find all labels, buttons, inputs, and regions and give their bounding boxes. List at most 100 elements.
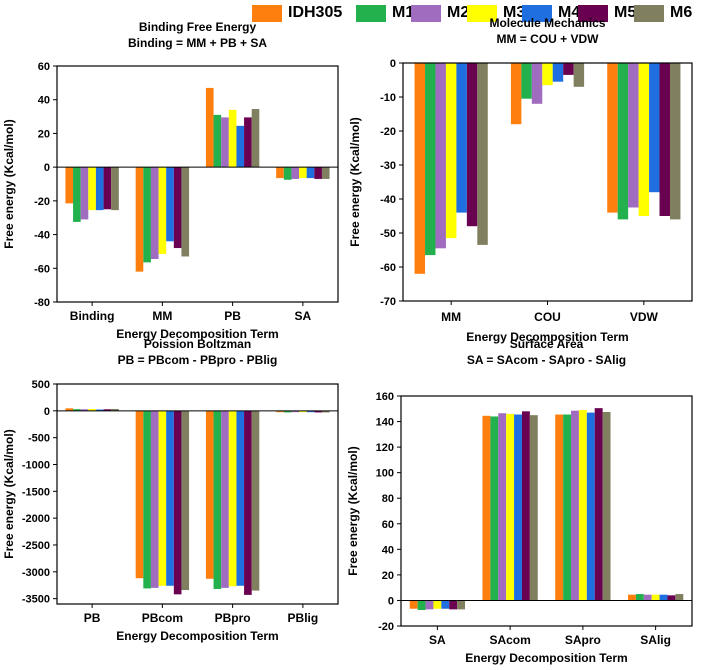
- x-tick-label: PBcom: [142, 611, 183, 625]
- legend-label: M3: [503, 4, 526, 21]
- x-tick-label: SA: [295, 309, 312, 323]
- legend-label: M5: [614, 4, 637, 21]
- x-tick-label: COU: [534, 310, 561, 324]
- y-tick-label: 160: [376, 391, 394, 403]
- bar-idh305: [510, 63, 522, 125]
- y-tick-label: 140: [376, 417, 394, 429]
- bar-m1: [143, 167, 151, 263]
- y-tick-label: -20: [380, 126, 396, 138]
- bar-m4: [552, 63, 564, 82]
- x-tick-label: Binding: [70, 309, 115, 323]
- y-axis-label: Free energy (Kcal/mol): [2, 119, 16, 248]
- y-tick-label: 120: [376, 442, 394, 454]
- bar-m6: [675, 594, 684, 601]
- bar-m3: [638, 63, 650, 216]
- bar-m1: [521, 63, 532, 99]
- y-tick-label: 0: [388, 595, 394, 607]
- plot-frame: [56, 383, 339, 605]
- x-tick-label: PBlig: [288, 611, 319, 625]
- bar-m6: [321, 410, 330, 413]
- bar-idh305: [276, 167, 284, 179]
- legend-label: M1: [392, 4, 415, 21]
- y-tick-label: -30: [380, 160, 396, 172]
- chart-panel-1: Binding Free Energy Binding = MM + PB + S…: [2, 20, 339, 341]
- bar-m1: [563, 414, 572, 601]
- legend-swatch: [634, 4, 664, 22]
- bar-m6: [602, 411, 611, 601]
- bar-m6: [573, 63, 585, 87]
- legend-swatch: [578, 4, 608, 22]
- chart-subtitle: SA = SAcom - SApro - SAlig: [467, 353, 626, 367]
- bar-idh305: [627, 594, 636, 601]
- legend-swatch: [356, 4, 386, 22]
- plot-frame: [56, 65, 339, 303]
- chart-title: Poission Boltzman: [144, 337, 251, 351]
- bar-m2: [435, 63, 446, 249]
- legend-label: M6: [670, 4, 693, 21]
- bar-m2: [221, 410, 229, 588]
- legend-swatch: [252, 4, 282, 22]
- y-tick-label: -40: [380, 194, 396, 206]
- bar-idh305: [135, 167, 144, 272]
- x-tick-label: SA: [429, 633, 446, 647]
- bar-m4: [95, 409, 104, 411]
- y-tick-label: 60: [382, 519, 394, 531]
- bar-m5: [173, 410, 182, 595]
- legend-swatch: [467, 4, 497, 22]
- plot-frame: [402, 62, 693, 302]
- bar-m6: [251, 108, 260, 168]
- y-tick-label: -1500: [22, 486, 50, 498]
- plot-frame: [400, 395, 693, 627]
- bar-m3: [542, 63, 553, 86]
- bar-m1: [213, 114, 222, 168]
- bar-m1: [283, 167, 292, 180]
- bar-idh305: [414, 63, 426, 274]
- bar-m1: [490, 416, 499, 601]
- bar-idh305: [482, 415, 491, 601]
- chart-panel-4: Surface Area SA = SAcom - SApro - SAlig SA…: [346, 337, 693, 665]
- chart-legend: IDH305 M1 M2 M3 M4 M5 M6: [0, 0, 708, 30]
- chart-title: Molecule Mechanics: [489, 16, 605, 30]
- x-tick-label: MM: [441, 310, 461, 324]
- bar-m3: [651, 594, 660, 601]
- legend-item-m5: M5: [578, 4, 636, 22]
- chart-title: Surface Area: [510, 337, 584, 351]
- bar-m2: [498, 413, 507, 601]
- bar-m6: [181, 410, 190, 591]
- bar-m3: [158, 167, 167, 254]
- bar-idh305: [607, 63, 618, 213]
- bar-m5: [244, 117, 252, 168]
- bar-idh305: [409, 600, 418, 609]
- y-tick-label: -10: [380, 92, 396, 104]
- y-tick-label: 100: [376, 468, 394, 480]
- bar-m2: [291, 410, 300, 413]
- bar-m6: [529, 415, 538, 601]
- legend-label: IDH305: [288, 4, 343, 21]
- bar-m5: [521, 411, 530, 601]
- bar-idh305: [65, 167, 74, 204]
- bar-m3: [578, 410, 587, 601]
- bar-idh305: [555, 414, 564, 601]
- y-tick-label: 80: [382, 493, 394, 505]
- bar-m4: [659, 594, 668, 601]
- y-axis-label: Free energy (Kcal/mol): [2, 429, 16, 558]
- x-tick-label: VDW: [630, 310, 659, 324]
- x-tick-label: SApro: [565, 633, 601, 647]
- y-tick-label: 20: [38, 128, 50, 140]
- y-tick-label: 500: [32, 379, 50, 391]
- bar-m5: [449, 600, 458, 610]
- bar-m6: [669, 63, 681, 220]
- bar-m2: [150, 167, 159, 260]
- bar-m2: [425, 600, 434, 610]
- x-tick-label: MM: [152, 309, 172, 323]
- bar-m5: [314, 410, 322, 413]
- bar-m5: [466, 63, 478, 227]
- bar-m6: [251, 410, 260, 591]
- bar-m4: [441, 600, 450, 609]
- bar-m1: [213, 410, 222, 589]
- bar-m3: [299, 410, 307, 413]
- x-axis-label: Energy Decomposition Term: [116, 327, 278, 341]
- legend-label: M4: [558, 4, 581, 21]
- bar-m6: [477, 63, 488, 245]
